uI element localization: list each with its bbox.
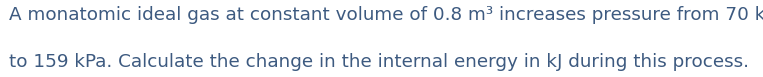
Text: A monatomic ideal gas at constant volume of 0.8 m³ increases pressure from 70 kP: A monatomic ideal gas at constant volume… bbox=[9, 6, 763, 24]
Text: to 159 kPa. Calculate the change in the internal energy in kJ during this proces: to 159 kPa. Calculate the change in the … bbox=[9, 53, 749, 71]
